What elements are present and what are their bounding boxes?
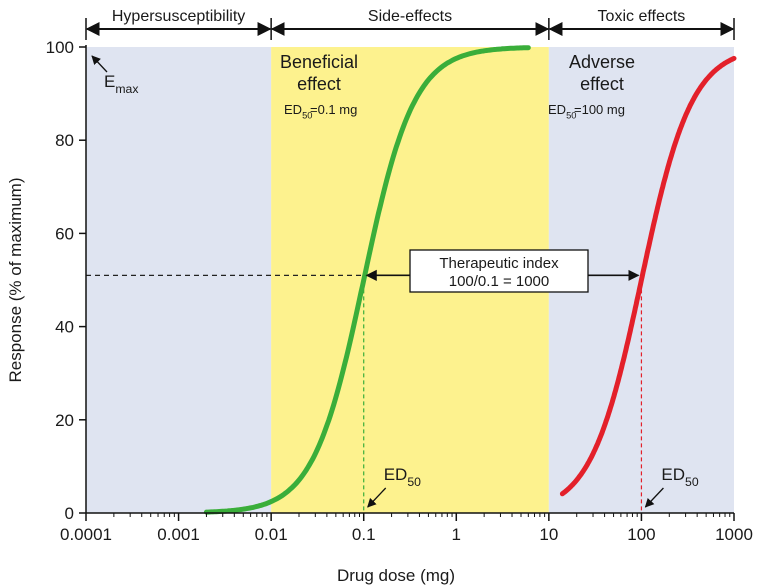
x-tick-label-3: 0.1	[352, 525, 376, 544]
adverse-title-2: effect	[580, 74, 624, 94]
x-tick-label-7: 1000	[715, 525, 753, 544]
ed50-bottom-label-2: ED50	[661, 465, 698, 489]
beneficial-title-2: effect	[297, 74, 341, 94]
y-tick-label-3: 60	[55, 224, 74, 243]
x-tick-label-5: 10	[539, 525, 558, 544]
x-axis-label: Drug dose (mg)	[337, 566, 455, 585]
ed50-bottom-arrow-2	[644, 487, 664, 508]
y-tick-label-0: 0	[65, 504, 74, 523]
emax-arrow	[91, 55, 108, 73]
therapeutic-index-line2: 100/0.1 = 1000	[449, 273, 550, 290]
y-axis-label: Response (% of maximum)	[6, 177, 25, 382]
adverse-ed50-value: =100 mg	[574, 102, 625, 117]
curve-2	[559, 55, 737, 497]
adverse-ed50-text: ED50	[548, 102, 576, 121]
y-tick-label-2: 40	[55, 318, 74, 337]
region-label-1: Hypersusceptibility	[112, 8, 245, 25]
ed50-bottom-arrow-1	[367, 487, 387, 508]
region-label-2: Side-effects	[368, 8, 452, 25]
region-1	[86, 47, 272, 513]
y-tick-label-1: 20	[55, 411, 74, 430]
emax-label: Emax	[104, 72, 138, 96]
ed50-bottom-label-1: ED50	[384, 465, 421, 489]
y-tick-label-4: 80	[55, 131, 74, 150]
x-tick-label-6: 100	[627, 525, 655, 544]
beneficial-title: Beneficial	[280, 52, 358, 72]
region-label-3: Toxic effects	[598, 8, 686, 25]
x-tick-label-1: 0.001	[157, 525, 200, 544]
beneficial-ed50-text: ED50	[284, 102, 312, 121]
beneficial-ed50-value: =0.1 mg	[310, 102, 357, 117]
x-tick-label-4: 1	[452, 525, 461, 544]
x-tick-label-2: 0.01	[255, 525, 288, 544]
adverse-title: Adverse	[569, 52, 635, 72]
therapeutic-index-line1: Therapeutic index	[439, 255, 559, 272]
curve-1	[203, 45, 531, 515]
y-tick-label-5: 100	[46, 38, 74, 57]
therapeutic-index-box	[409, 249, 589, 293]
x-tick-label-0: 0.0001	[60, 525, 112, 544]
